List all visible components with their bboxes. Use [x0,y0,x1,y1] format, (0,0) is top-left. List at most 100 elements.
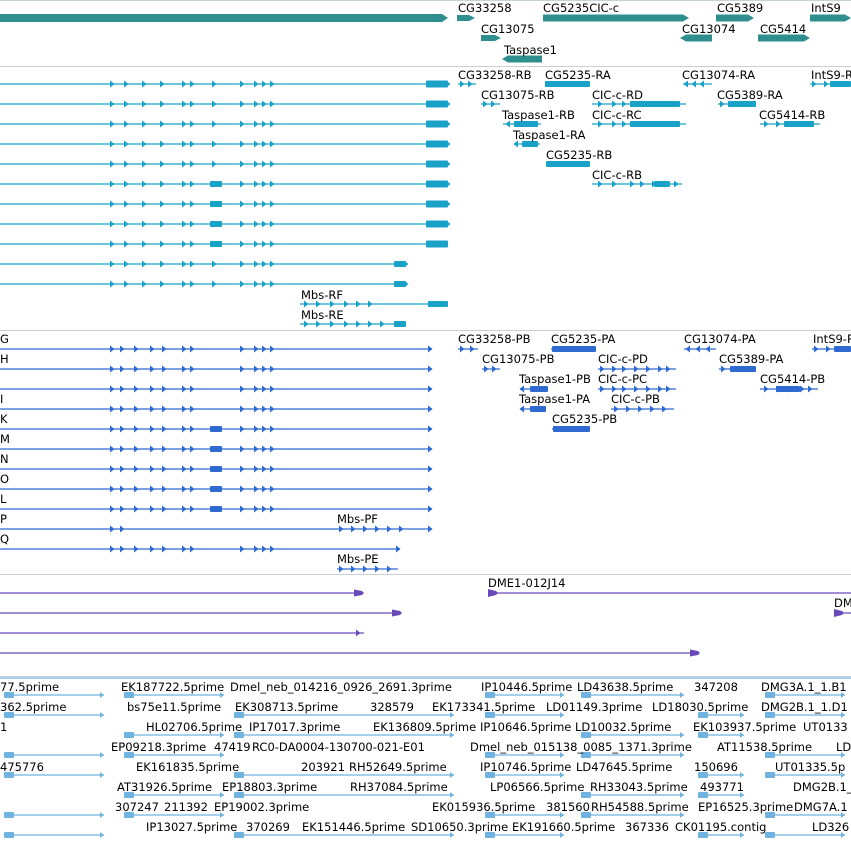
est-label[interactable]: 381560 [546,800,590,814]
est-label[interactable]: DMG2B.1_1 [793,780,851,794]
est-label[interactable]: LD43638.5prime [577,680,674,694]
transcript-label[interactable]: CG5389-RA [717,88,783,102]
protein-label[interactable]: IntS9-P [813,332,851,346]
transcript-label[interactable]: Taspase1-RA [513,128,586,142]
est-label[interactable]: LD [836,740,851,754]
protein-label[interactable]: Mbs-PE [337,552,379,566]
est-label[interactable]: HL02706.5prime [146,720,243,734]
est-label[interactable]: EK136809.5prime [373,720,477,734]
protein-label[interactable]: CG5235-PB [552,412,618,426]
est-label[interactable]: LD10032.5prime [575,720,672,734]
est-label[interactable]: IP10446.5prime [481,680,573,694]
protein-label[interactable]: CG13075-PB [482,352,555,366]
protein-label[interactable]: CG13074-PA [684,332,756,346]
transcript-label[interactable]: CG5414-RB [759,108,826,122]
protein-label[interactable]: CIC-c-PD [598,352,648,366]
est-label[interactable]: LD326 [812,820,850,834]
protein-label[interactable]: Taspase1-PA [519,392,591,406]
protein-label[interactable]: CG5389-PA [719,352,784,366]
transcript-label[interactable]: CIC-c-RD [592,88,643,102]
est-label[interactable]: IP13027.5prime [146,820,238,834]
est-label[interactable]: UT01335.5p [775,760,846,774]
est-label[interactable]: AT11538.5prime [717,740,813,754]
est-label[interactable]: LP06566.5prime [490,780,585,794]
transcript-label[interactable]: CG5235-RB [546,148,613,162]
clone-label[interactable]: DME1-012J14 [488,576,566,590]
est-label[interactable]: IP17017.3prime [249,720,341,734]
gene-label[interactable]: CG13075 [481,22,535,36]
est-label[interactable]: UT0133 [803,720,848,734]
est-label[interactable]: EP19002.3prime [214,800,310,814]
est-label[interactable]: LD18030.5prime [652,700,749,714]
transcript-label[interactable]: CG5235-RA [545,68,611,82]
est-label[interactable]: DMG3A.1_1.B1 [761,680,847,694]
est-label[interactable]: EP18803.3prime [222,780,318,794]
protein-label[interactable]: CG5414-PB [760,372,826,386]
protein-label[interactable]: Taspase1-PB [519,372,591,386]
est-label[interactable]: CK01195.contig [675,820,767,834]
est-label[interactable]: 1 [0,720,8,734]
est-label[interactable]: EK103937.5prime [693,720,797,734]
protein-label[interactable]: Mbs-PF [337,512,378,526]
est-label[interactable]: RH33043.5prime [590,780,688,794]
gene-label[interactable]: CG33258 [458,1,512,15]
est-label[interactable]: AT31926.5prime [117,780,213,794]
est-label[interactable]: 475776 [0,760,44,774]
est-label[interactable]: 203921 [301,760,345,774]
transcript-label[interactable]: CG13075-RB [481,88,555,102]
est-label[interactable]: EK173341.5prime [432,700,536,714]
est-label[interactable]: bs75e11.5prime [127,700,222,714]
est-label[interactable]: RC0-DA0004-130700-021-E01 [252,740,425,754]
protein-label[interactable]: CG5235-PA [551,332,616,346]
est-label[interactable]: EK187722.5prime [121,680,225,694]
gene-label[interactable]: CG5235CIC-c [543,1,620,15]
est-label[interactable]: LD47645.5prime [576,760,673,774]
est-label[interactable]: EK308713.5prime [235,700,339,714]
est-label[interactable]: 370269 [246,820,290,834]
est-label[interactable]: 347208 [694,680,738,694]
est-label[interactable]: LD01149.3prime [546,700,643,714]
transcript-label[interactable]: Mbs-RF [301,288,343,302]
est-label[interactable]: 47419 [214,740,251,754]
est-label[interactable]: DMG2B.1_1.D1 [761,700,848,714]
est-label[interactable]: SD10650.3prime [411,820,509,834]
est-label[interactable]: RH54588.5prime [591,800,689,814]
est-label[interactable]: RH52649.5prime [349,760,447,774]
transcript-label[interactable]: CG13074-RA [682,68,756,82]
gene-label[interactable]: CG13074 [682,22,736,36]
transcript-label[interactable]: IntS9-R [811,68,851,82]
clone-label[interactable]: DM [834,596,851,610]
protein-label[interactable]: CIC-c-PC [598,372,648,386]
est-label[interactable]: 493771 [700,780,744,794]
est-label[interactable]: DMG7A.1 [794,800,848,814]
est-label[interactable]: 362.5prime [0,700,67,714]
est-label[interactable]: Dmel_neb_014216_0926_2691.3prime [230,680,452,694]
gene-label[interactable]: IntS9 [811,1,841,15]
transcript-label[interactable]: CIC-c-RB [592,168,642,182]
est-label[interactable]: 328579 [370,700,414,714]
gene-label[interactable]: Taspase1 [504,43,557,57]
est-label[interactable]: EK151446.5prime [302,820,406,834]
est-label[interactable]: 211392 [164,800,208,814]
transcript-label[interactable]: Taspase1-RB [502,108,575,122]
est-label[interactable]: 77.5prime [0,680,60,694]
est-label[interactable]: Dmel_neb_015138_0085_1371.3prime [470,740,692,754]
transcript-label[interactable]: CG33258-RB [458,68,532,82]
est-label[interactable]: EK015936.5prime [432,800,536,814]
transcript-label[interactable]: CIC-c-RC [592,108,642,122]
est-label[interactable]: EK161835.5prime [136,760,240,774]
protein-label[interactable]: CIC-c-PB [611,392,660,406]
est-label[interactable]: EK191660.5prime [512,820,616,834]
est-label[interactable]: IP10646.5prime [480,720,572,734]
gene-label[interactable]: CG5389 [717,1,764,15]
est-label[interactable]: EP09218.3prime [111,740,207,754]
protein-label[interactable]: CG33258-PB [458,332,531,346]
est-label[interactable]: 367336 [625,820,669,834]
est-label[interactable]: 150696 [694,760,738,774]
est-label[interactable]: RH37084.5prime [350,780,448,794]
gene-label[interactable]: CG5414 [760,22,807,36]
est-label[interactable]: IP10746.5prime [480,760,572,774]
est-label[interactable]: 307247 [115,800,159,814]
transcript-label[interactable]: Mbs-RE [301,308,344,322]
